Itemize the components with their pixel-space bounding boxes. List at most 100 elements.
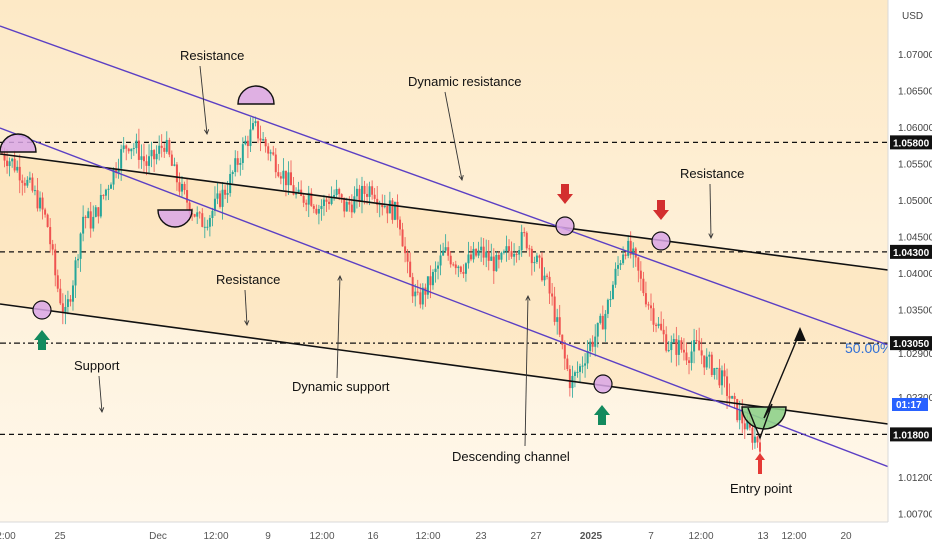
candle-body [596,322,599,337]
candle-body [637,257,640,271]
touch-semicircle-bottom [157,209,193,228]
candle-body [340,194,343,198]
candle-body [279,176,282,179]
candle-body [140,156,143,160]
candle-body [535,255,538,263]
candle-body [254,121,257,124]
candle-body [345,201,348,212]
candle-body [573,372,576,376]
time-tick-8: 23 [475,531,487,542]
candle-body [69,299,72,302]
annotation-support: Support [74,358,120,373]
candle-body [622,254,625,264]
candle-body [66,299,69,307]
candle-body [328,201,331,205]
candle-body [226,193,229,195]
candle-body [137,140,140,160]
candle-body [609,299,612,301]
candle-body [333,194,336,198]
candle-body [396,201,399,220]
candle-body [290,172,293,186]
candle-body [586,351,589,364]
fib-level-label: 50.00% [845,340,892,356]
candle-body [429,276,432,286]
pointer-support [98,375,103,413]
time-tick-5: 12:00 [309,531,334,542]
candle-body [150,150,153,157]
candle-body [515,253,518,255]
candle-body [64,306,67,313]
buy-arrow-left [34,330,50,350]
candle-body [627,240,630,256]
candle-body [705,356,708,368]
price-tick-8: 1.05500 [898,159,932,170]
candle-body [462,271,465,274]
candle-body [591,341,594,347]
pointer-resistance-top [199,65,208,135]
candle-body [649,305,652,309]
candle-body [657,323,660,326]
candle-body [302,195,305,203]
time-tick-6: 16 [367,531,379,542]
candle-body [51,244,54,250]
candle-body [259,138,262,141]
candle-body [457,266,460,269]
candle-body [444,247,447,251]
annotation-resistance-right: Resistance [680,166,744,181]
candle-body [155,153,158,160]
touch-semicircle-topleft [0,133,37,153]
candle-body [282,170,285,179]
candle-body [104,189,107,196]
candle-body [695,340,698,342]
candle-body [127,148,130,152]
candle-body [662,329,665,335]
candle-body [756,436,759,443]
candle-body [82,216,85,234]
candle-body [122,145,125,150]
candle-body [675,339,678,355]
candle-body [751,427,754,443]
candle-body [388,200,391,214]
candle-body [393,201,396,220]
candle-body [153,150,156,160]
candle-body [568,369,571,389]
svg-text:1.05800: 1.05800 [893,138,930,149]
candle-body [46,214,49,228]
candle-body [158,145,161,154]
candle-body [639,270,642,279]
candle-body [459,266,462,272]
price-tick-1: 1.01200 [898,473,932,484]
candle-body [107,188,110,190]
pointer-resistance-right [709,183,712,239]
time-tick-13: 13 [757,531,769,542]
price-tick-4: 1.03500 [898,305,932,316]
candle-body [713,368,716,375]
candle-body [741,410,744,424]
candle-body [437,265,440,269]
candle-body [284,170,287,186]
candle-body [368,186,371,197]
candle-body [561,334,564,345]
annotation-resistance-mid: Resistance [216,272,280,287]
time-tick-3: 12:00 [203,531,228,542]
candle-body [553,296,556,322]
candle-body [579,366,582,372]
candle-body [208,218,211,227]
price-tick-3: 1.02900 [898,349,932,360]
candle-body [183,183,186,191]
pointer-descending-channel [524,295,529,447]
candle-body [186,190,189,203]
candle-body [685,352,688,361]
candle-body [723,370,726,377]
candle-body [312,205,315,209]
candle-body [718,367,721,386]
candle-body [642,278,645,294]
candle-body [475,248,478,256]
candle-body [11,158,14,162]
candle-body [112,168,115,185]
candle-body [665,334,668,351]
candle-body [406,253,409,262]
candle-body [206,226,209,228]
candle-body [188,202,191,214]
